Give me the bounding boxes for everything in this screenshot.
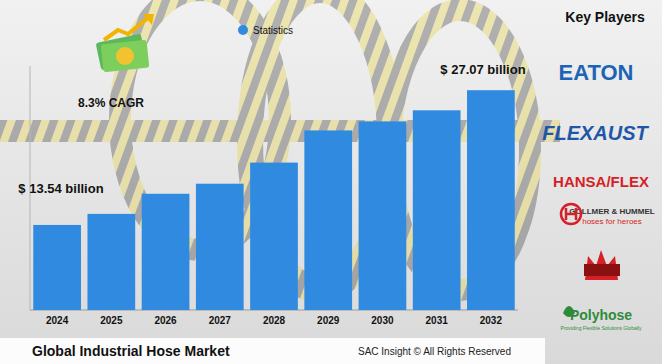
bar xyxy=(413,110,461,310)
tick-label: 2028 xyxy=(263,315,286,326)
logo xyxy=(584,250,620,280)
page: 2024 2025 2026 2027 2028 2029 2030 2031 2032 $ 13… xyxy=(0,0,662,364)
legend-swatch xyxy=(238,25,248,35)
bar xyxy=(359,121,407,310)
player-tagline: Providing Flexible Solutions Globally xyxy=(561,325,642,331)
legend: Statistics xyxy=(238,25,293,36)
bill xyxy=(101,40,150,73)
tick-label: 2029 xyxy=(317,315,340,326)
bars xyxy=(33,90,514,310)
bar xyxy=(87,214,135,310)
data-label: $ 13.54 billion xyxy=(18,181,103,196)
emblem xyxy=(566,208,576,220)
arrow xyxy=(104,18,148,40)
bar xyxy=(304,130,352,310)
bar xyxy=(467,90,515,310)
tick-label: 2024 xyxy=(46,315,69,326)
title: Global Industrial Hose Market xyxy=(32,343,230,359)
player-name: EATON xyxy=(559,60,634,85)
player-name: Polyhose xyxy=(570,307,632,323)
arrow-head xyxy=(143,14,154,25)
tick-label: 2030 xyxy=(371,315,394,326)
tick-label: 2025 xyxy=(100,315,123,326)
emblem xyxy=(561,204,581,224)
tick-label: 2027 xyxy=(209,315,232,326)
tick-label: 2031 xyxy=(426,315,449,326)
key-players-title: Key Players xyxy=(565,9,645,25)
leaf xyxy=(563,306,575,317)
bar xyxy=(142,194,190,310)
badge xyxy=(584,264,620,276)
coin xyxy=(116,47,134,65)
background xyxy=(0,0,662,364)
footer-band xyxy=(0,338,545,364)
bar xyxy=(250,163,298,310)
tick-label: 2026 xyxy=(154,315,177,326)
data-label: $ 27.07 billion xyxy=(440,62,525,77)
money-icon xyxy=(96,14,154,72)
bar xyxy=(33,225,81,310)
player-name: FLEXAUST xyxy=(542,122,649,144)
source: SAC Insight © All Rights Reserved xyxy=(358,346,511,357)
legend-label: Statistics xyxy=(253,25,293,36)
bar xyxy=(196,184,244,310)
player-name: HANSA/FLEX xyxy=(553,173,649,190)
player-tagline: hoses for heroes xyxy=(582,217,642,226)
annotation: 8.3% CAGR xyxy=(78,96,144,110)
tick-label: 2032 xyxy=(480,315,503,326)
